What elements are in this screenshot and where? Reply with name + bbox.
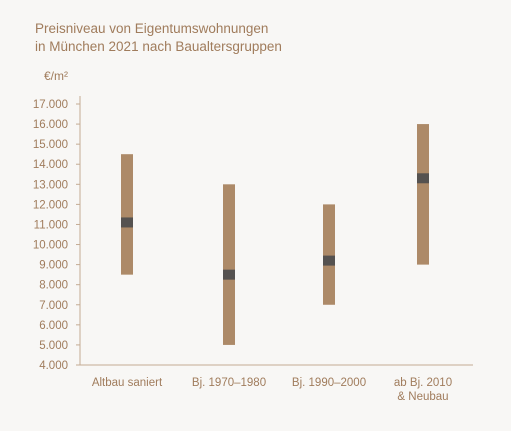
x-axis-categories: Altbau saniert Bj. 1970–1980 Bj. 1990–2000…	[92, 377, 452, 403]
price-range-bar	[223, 184, 235, 345]
y-tick-label: 7.000	[39, 300, 68, 312]
y-tick-label: 6.000	[39, 320, 68, 332]
chart-title-line-1: Preisniveau von Eigentumswohnungen	[35, 21, 269, 36]
y-tick-label: 8.000	[39, 280, 68, 292]
y-tick-label: 4.000	[39, 360, 68, 372]
chart-title: Preisniveau von Eigentumswohnungen in Mü…	[35, 20, 475, 56]
x-category-label: ab Bj. 2010	[394, 377, 452, 389]
y-tick-label: 5.000	[39, 340, 68, 352]
y-tick-label: 15.000	[33, 139, 68, 151]
y-tick-label: 9.000	[39, 260, 68, 272]
y-tick-label: 17.000	[33, 99, 68, 111]
y-tick-label: 10.000	[33, 240, 68, 252]
median-marker	[323, 255, 335, 266]
y-axis-unit-label: €/m²	[44, 69, 68, 83]
median-marker	[223, 269, 235, 280]
y-tick-label: 14.000	[33, 159, 68, 171]
range-bars	[121, 124, 429, 345]
x-category-label: Bj. 1990–2000	[292, 377, 366, 389]
y-tick-label: 11.000	[34, 219, 68, 231]
y-axis-ticks: 17.000 16.000 15.000 14.000 13.000 12.000 11.0…	[33, 99, 80, 372]
price-range-bar	[121, 154, 133, 275]
median-marker	[121, 217, 133, 228]
price-range-bar	[323, 204, 335, 305]
x-category-label: & Neubau	[397, 391, 448, 403]
median-marker	[417, 173, 429, 184]
price-range-bar	[417, 124, 429, 265]
x-category-label: Altbau saniert	[92, 377, 163, 389]
chart-title-line-2: in München 2021 nach Baualtersgruppen	[35, 39, 282, 54]
y-tick-label: 16.000	[33, 119, 68, 131]
y-tick-label: 12.000	[33, 199, 68, 211]
x-category-label: Bj. 1970–1980	[192, 377, 266, 389]
y-tick-label: 13.000	[33, 179, 68, 191]
